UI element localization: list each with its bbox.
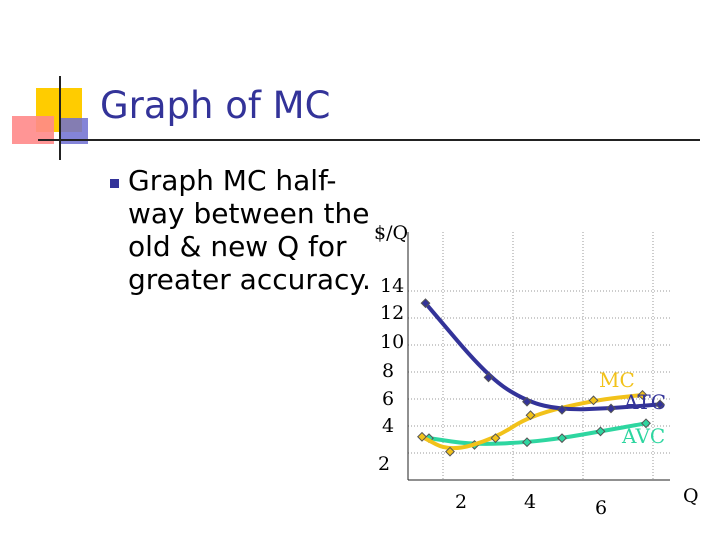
title-divider	[38, 139, 700, 141]
data-point-atc	[522, 396, 532, 407]
data-point-atc	[557, 404, 567, 415]
chart-grid	[408, 232, 670, 480]
data-point-atc	[606, 403, 616, 414]
x-tick-label: 4	[524, 491, 536, 513]
series-label-mc: MC	[599, 368, 635, 392]
bullet-marker	[110, 179, 119, 188]
chart-axes	[407, 232, 670, 481]
series-line-atc	[423, 301, 662, 412]
data-point-atc	[483, 372, 494, 383]
x-tick-label: 6	[595, 497, 607, 519]
data-point-atc	[655, 399, 665, 410]
data-point-mc	[417, 431, 427, 442]
data-point-mc	[637, 390, 648, 400]
series-label-avc: AVC	[621, 424, 665, 448]
data-point-avc	[557, 433, 567, 444]
data-point-atc	[420, 298, 431, 309]
data-point-avc	[595, 426, 606, 437]
y-tick-label: 8	[382, 360, 394, 382]
y-axis-label: $/Q	[374, 222, 408, 244]
series-layer	[417, 298, 665, 457]
data-point-avc	[641, 418, 651, 429]
y-tick-label: 14	[380, 275, 404, 297]
data-point-mc	[588, 395, 599, 406]
data-point-avc	[522, 437, 532, 448]
y-tick-label: 2	[378, 453, 390, 475]
data-point-mc	[490, 433, 501, 444]
logo-vertical-line	[59, 76, 61, 160]
data-point-mc	[525, 410, 536, 421]
series-label-atc: ATC	[623, 390, 666, 414]
series-line-avc	[427, 421, 648, 446]
y-tick-label: 6	[382, 388, 394, 410]
x-axis-label: Q	[683, 485, 699, 507]
y-tick-label: 12	[380, 302, 404, 324]
y-tick-label: 4	[382, 415, 394, 437]
x-tick-label: 2	[455, 491, 467, 513]
bullet-text: Graph MC half-way between the old & new …	[128, 164, 371, 296]
y-tick-label: 10	[380, 331, 404, 353]
series-line-mc	[420, 392, 645, 451]
data-point-mc	[445, 446, 455, 457]
slide-title: Graph of MC	[100, 84, 331, 127]
